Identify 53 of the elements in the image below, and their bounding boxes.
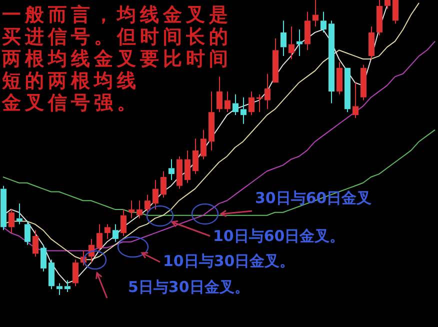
candlestick: [16, 203, 22, 225]
annotation: 10日与60日金叉。: [213, 227, 345, 245]
candlestick: [392, 0, 398, 24]
candlestick: [96, 224, 102, 252]
candlestick: [144, 194, 150, 213]
candlestick: [128, 200, 134, 219]
candlestick: [344, 68, 350, 113]
candlestick: [208, 90, 214, 151]
candlestick: [384, 0, 390, 10]
annotation: 10日与30日金叉。: [163, 252, 295, 270]
candlestick: [112, 224, 118, 242]
candlestick: [320, 11, 326, 33]
candlestick: [32, 230, 38, 258]
candlestick: [248, 90, 254, 116]
candlestick: [352, 82, 358, 118]
candlestick: [0, 185, 6, 231]
candlestick: [120, 208, 126, 236]
candlestick: [24, 220, 30, 246]
candlestick: [200, 129, 206, 160]
candlestick: [288, 26, 294, 60]
candlestick: [328, 20, 334, 104]
candlestick: [136, 200, 142, 219]
candlestick: [240, 96, 246, 124]
candlestick: [56, 282, 62, 296]
candlestick: [272, 38, 278, 83]
candlestick: [304, 11, 310, 51]
annotation: 一般而言，均线金叉是买进信号。但时间长的两根均线金叉要比时间短的两根均线: [2, 4, 233, 92]
candlestick: [232, 94, 238, 116]
candlestick: [280, 20, 286, 57]
candlestick: [336, 61, 342, 95]
candlestick: [360, 64, 366, 101]
candlestick: [296, 29, 302, 57]
annotation: 5日与30日金叉。: [128, 278, 250, 296]
candlestick: [160, 170, 166, 198]
candlestick: [104, 224, 110, 240]
candlestick: [216, 76, 222, 113]
candlestick: [192, 138, 198, 175]
candlestick: [224, 90, 230, 113]
candlestick: [8, 208, 14, 234]
candlestick: [72, 259, 78, 287]
candlestick: [312, 0, 318, 28]
candlestick: [48, 259, 54, 290]
candlestick: [176, 156, 182, 190]
candlestick: [64, 280, 70, 293]
candlestick: [368, 26, 374, 60]
candlestick: [376, 0, 382, 36]
candlestick: [184, 150, 190, 184]
candlestick: [256, 94, 262, 113]
candlestick: [168, 158, 174, 180]
candlestick: [152, 179, 158, 210]
candlestick: [40, 244, 46, 272]
annotation: 金叉信号强。: [2, 92, 140, 114]
candlestick: [264, 73, 270, 110]
